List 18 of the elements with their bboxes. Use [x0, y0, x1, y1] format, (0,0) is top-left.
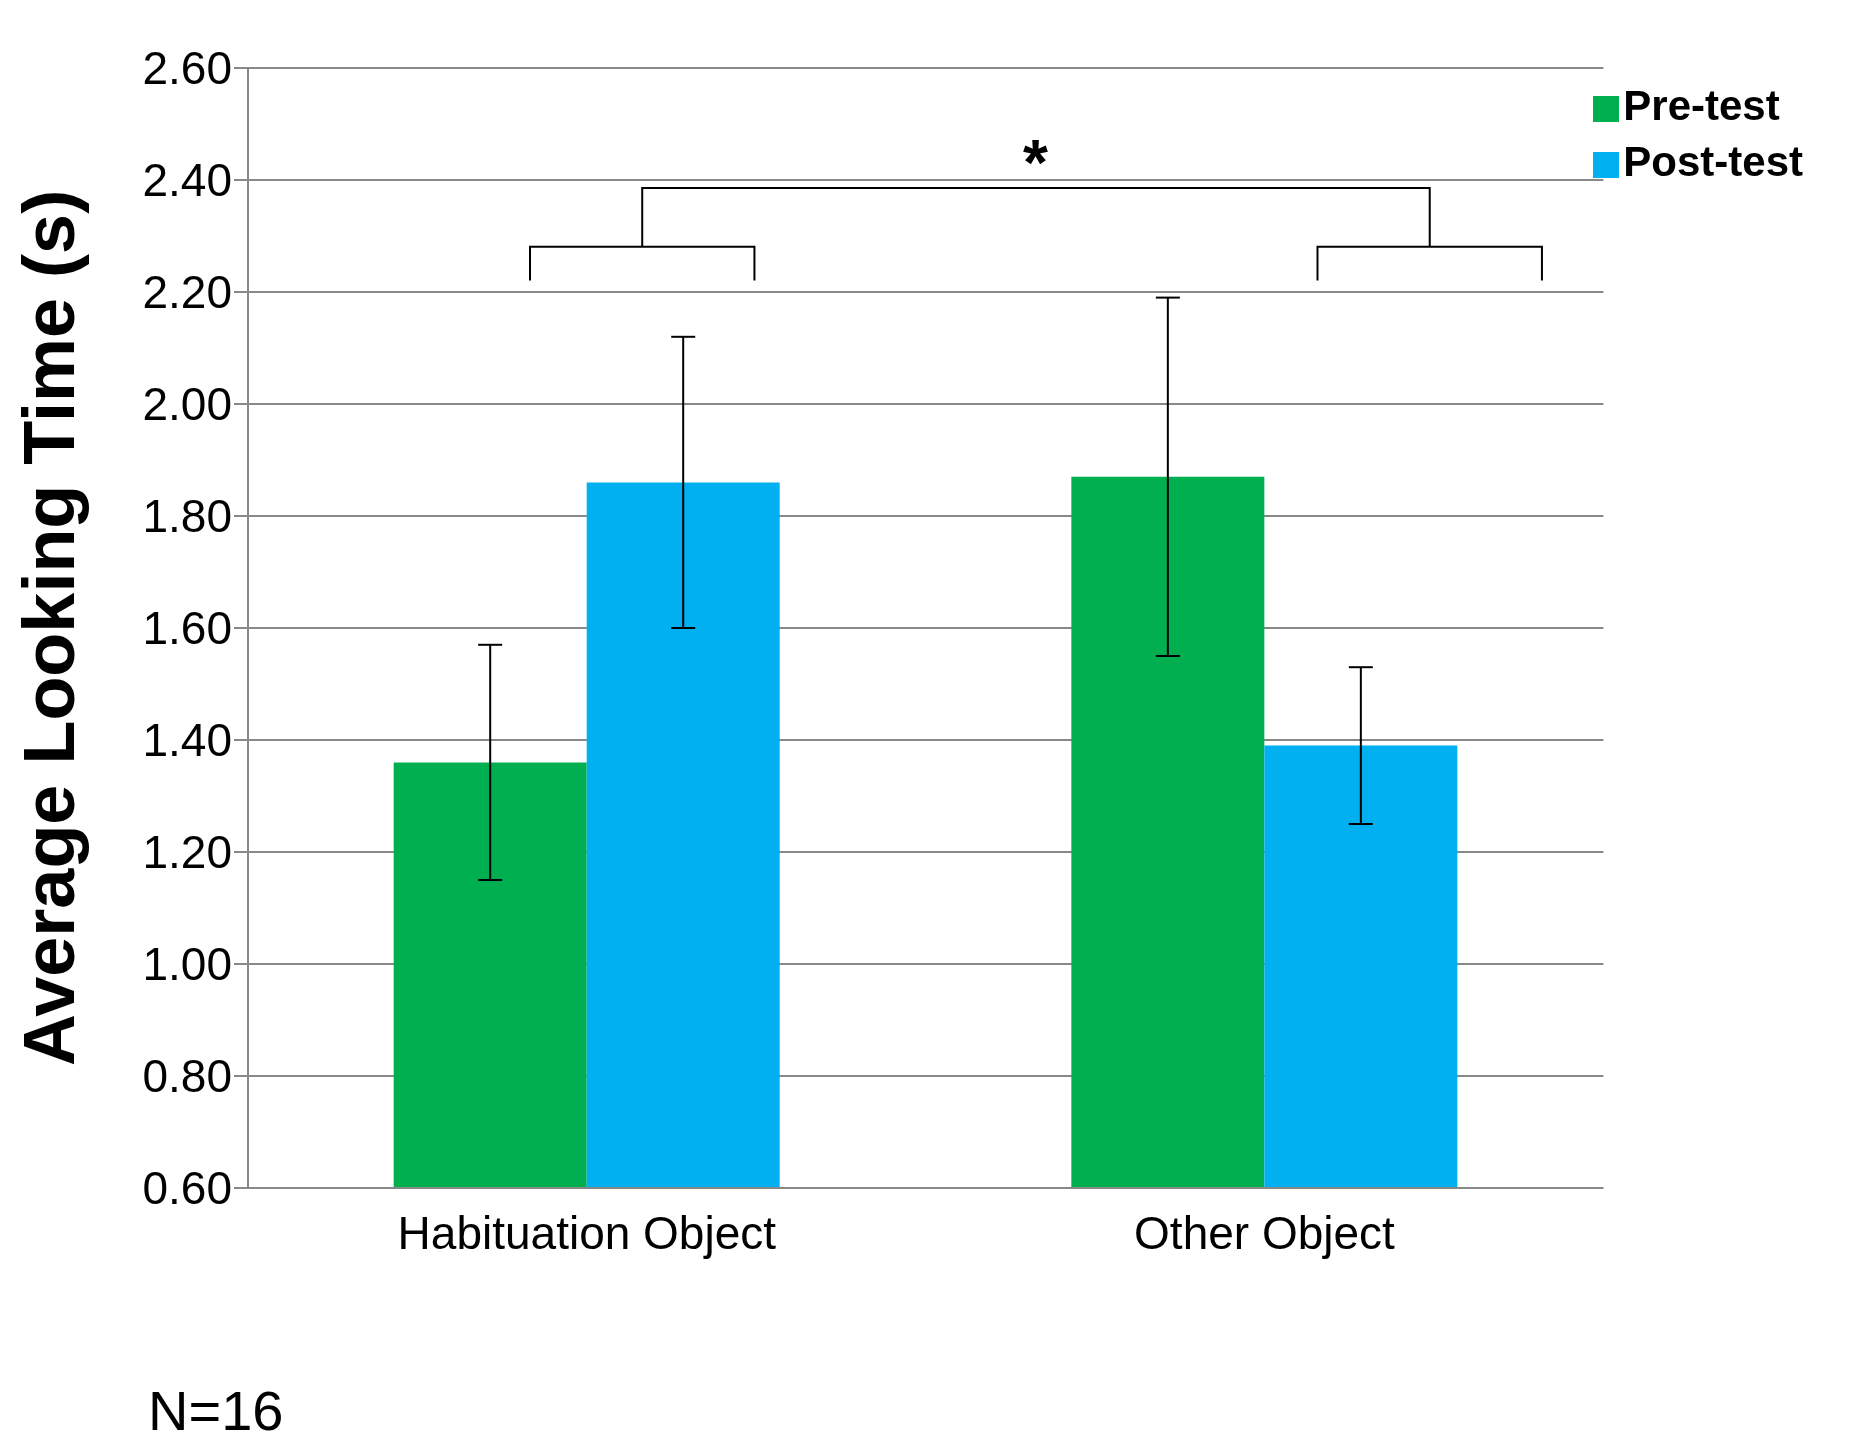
- y-axis-title: Average Looking Time (s): [8, 189, 89, 1067]
- text: N=16: [148, 1378, 284, 1443]
- x-tick-label: Other Object: [1134, 1206, 1396, 1259]
- y-tick-label: 2.40: [142, 154, 232, 207]
- y-tick-label: 1.80: [142, 490, 232, 543]
- annotation: *: [1022, 126, 1049, 201]
- y-tick-label: 0.80: [142, 1050, 232, 1103]
- x-tick-label: Habituation Object: [397, 1206, 777, 1259]
- legend-label: Pre-test: [1623, 82, 1780, 129]
- y-tick-label: 0.60: [142, 1162, 232, 1215]
- y-tick-label: 2.60: [142, 42, 232, 95]
- y-tick-label: 1.20: [142, 826, 232, 879]
- legend-label: Post-test: [1623, 138, 1803, 185]
- y-tick-label: 2.00: [142, 378, 232, 431]
- y-tick-label: 1.00: [142, 938, 232, 991]
- y-tick-label: 2.20: [142, 266, 232, 319]
- y-tick-label: 1.60: [142, 602, 232, 655]
- y-tick-label: 1.40: [142, 714, 232, 767]
